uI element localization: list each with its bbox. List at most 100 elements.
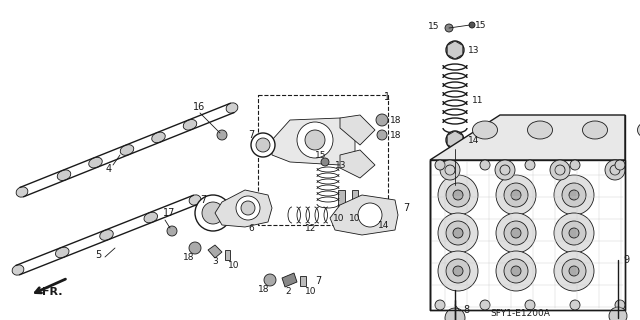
Text: 9: 9 (623, 255, 629, 265)
Circle shape (605, 160, 625, 180)
Text: 10: 10 (305, 286, 317, 295)
Circle shape (554, 213, 594, 253)
Circle shape (569, 228, 579, 238)
Circle shape (569, 266, 579, 276)
Circle shape (440, 160, 460, 180)
Text: SFY1-E1200A: SFY1-E1200A (490, 309, 550, 318)
Circle shape (504, 259, 528, 283)
Text: 13: 13 (468, 45, 479, 54)
Polygon shape (282, 273, 297, 287)
Text: 13: 13 (335, 161, 346, 170)
Text: 1: 1 (384, 92, 390, 102)
Circle shape (445, 24, 453, 32)
Ellipse shape (89, 157, 102, 168)
Text: 8: 8 (463, 305, 469, 315)
Text: 18: 18 (258, 285, 269, 294)
Circle shape (453, 228, 463, 238)
Text: 7: 7 (248, 130, 254, 140)
Circle shape (435, 160, 445, 170)
Circle shape (495, 160, 515, 180)
Text: 15: 15 (475, 20, 486, 29)
Circle shape (251, 133, 275, 157)
Ellipse shape (637, 121, 640, 139)
Circle shape (438, 213, 478, 253)
Circle shape (445, 308, 465, 320)
Polygon shape (208, 245, 222, 258)
Polygon shape (225, 250, 230, 260)
Circle shape (217, 130, 227, 140)
Polygon shape (272, 118, 355, 165)
Text: 7: 7 (200, 195, 206, 205)
Text: 17: 17 (163, 208, 175, 218)
Ellipse shape (12, 265, 24, 275)
Circle shape (554, 175, 594, 215)
Circle shape (365, 210, 375, 220)
Text: 14: 14 (378, 220, 389, 229)
Circle shape (202, 202, 224, 224)
Ellipse shape (57, 170, 71, 180)
Text: 5: 5 (95, 250, 101, 260)
Circle shape (615, 300, 625, 310)
Circle shape (358, 203, 382, 227)
Text: 2: 2 (285, 286, 291, 295)
Circle shape (525, 160, 535, 170)
Text: 6: 6 (248, 223, 253, 233)
Circle shape (446, 131, 464, 149)
Polygon shape (340, 150, 375, 178)
Circle shape (195, 195, 231, 231)
Circle shape (438, 251, 478, 291)
Text: 18: 18 (390, 116, 401, 124)
Circle shape (446, 183, 470, 207)
Text: 7: 7 (403, 203, 409, 213)
Circle shape (562, 221, 586, 245)
Circle shape (480, 300, 490, 310)
Circle shape (504, 221, 528, 245)
Ellipse shape (582, 121, 607, 139)
Text: 4: 4 (106, 164, 112, 174)
Text: 10: 10 (228, 260, 239, 269)
Text: 10: 10 (333, 213, 344, 222)
Polygon shape (447, 41, 463, 59)
Circle shape (496, 213, 536, 253)
Circle shape (376, 114, 388, 126)
Ellipse shape (527, 121, 552, 139)
Circle shape (562, 259, 586, 283)
Circle shape (570, 300, 580, 310)
Text: 10: 10 (349, 213, 360, 222)
Ellipse shape (189, 195, 201, 205)
Polygon shape (430, 160, 625, 310)
Circle shape (446, 259, 470, 283)
Ellipse shape (16, 187, 28, 197)
Polygon shape (447, 131, 463, 149)
Circle shape (377, 130, 387, 140)
Circle shape (570, 160, 580, 170)
Circle shape (189, 242, 201, 254)
Ellipse shape (472, 121, 497, 139)
Circle shape (609, 307, 627, 320)
Circle shape (496, 251, 536, 291)
Circle shape (297, 122, 333, 158)
Circle shape (511, 228, 521, 238)
Circle shape (525, 300, 535, 310)
Polygon shape (340, 115, 375, 145)
Circle shape (569, 190, 579, 200)
Ellipse shape (183, 119, 196, 130)
Text: 7: 7 (315, 276, 321, 286)
Circle shape (446, 41, 464, 59)
Circle shape (241, 201, 255, 215)
Ellipse shape (144, 212, 157, 223)
Polygon shape (352, 190, 358, 208)
Polygon shape (300, 276, 306, 286)
Circle shape (435, 300, 445, 310)
Circle shape (453, 266, 463, 276)
Polygon shape (215, 190, 272, 227)
Circle shape (305, 130, 325, 150)
Circle shape (264, 274, 276, 286)
Circle shape (511, 190, 521, 200)
Circle shape (615, 160, 625, 170)
Ellipse shape (100, 230, 113, 240)
Circle shape (550, 160, 570, 180)
Circle shape (446, 221, 470, 245)
Circle shape (554, 251, 594, 291)
Circle shape (438, 175, 478, 215)
